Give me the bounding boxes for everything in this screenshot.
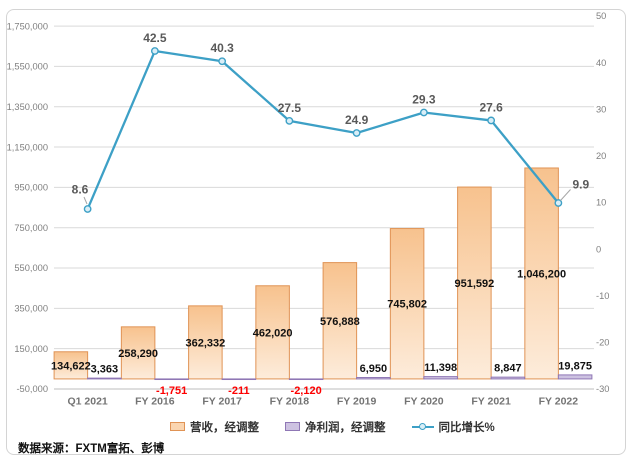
svg-text:134,622: 134,622 — [51, 360, 91, 372]
legend-item-yoy-growth: 同比增长% — [411, 419, 495, 435]
svg-text:FY 2016: FY 2016 — [135, 396, 175, 408]
svg-text:576,888: 576,888 — [320, 316, 360, 328]
svg-text:20: 20 — [596, 151, 606, 161]
svg-text:-211: -211 — [228, 385, 249, 397]
svg-text:-30: -30 — [596, 384, 609, 394]
svg-text:-20: -20 — [596, 338, 609, 348]
svg-text:-50,000: -50,000 — [16, 384, 48, 394]
svg-text:27.6: 27.6 — [479, 100, 503, 114]
svg-text:FY 2019: FY 2019 — [337, 396, 377, 408]
svg-text:10: 10 — [596, 198, 606, 208]
svg-text:150,000: 150,000 — [14, 344, 48, 354]
svg-text:750,000: 750,000 — [14, 223, 48, 233]
revenue-swatch-icon — [170, 422, 185, 431]
legend: 营收，经调整 净利润，经调整 同比增长% — [170, 418, 495, 435]
source-note: 数据来源：FXTM富拓、彭博 — [18, 443, 165, 455]
net-profit-swatch-icon — [285, 422, 300, 431]
svg-text:19,875: 19,875 — [558, 360, 592, 372]
svg-text:42.5: 42.5 — [143, 31, 167, 45]
svg-text:40: 40 — [596, 58, 606, 68]
svg-text:951,592: 951,592 — [454, 278, 494, 290]
svg-text:FY 2020: FY 2020 — [404, 396, 444, 408]
svg-text:29.3: 29.3 — [412, 93, 436, 107]
legend-label-revenue: 营收，经调整 — [190, 421, 259, 434]
legend-label-yoy-growth: 同比增长% — [438, 421, 495, 434]
svg-text:FY 2017: FY 2017 — [202, 396, 242, 408]
svg-text:-1,751: -1,751 — [156, 385, 187, 397]
svg-text:FY 2018: FY 2018 — [270, 396, 310, 408]
svg-text:1,350,000: 1,350,000 — [7, 102, 48, 112]
svg-text:0: 0 — [596, 244, 601, 254]
svg-text:27.5: 27.5 — [278, 101, 302, 115]
svg-text:-10: -10 — [596, 291, 609, 301]
svg-text:950,000: 950,000 — [14, 183, 48, 193]
growth-line-swatch-icon — [411, 422, 434, 431]
svg-text:3,363: 3,363 — [91, 364, 119, 376]
svg-text:11,398: 11,398 — [424, 362, 457, 374]
svg-text:1,750,000: 1,750,000 — [7, 21, 48, 31]
svg-text:6,950: 6,950 — [360, 363, 388, 375]
legend-item-net-profit: 净利润，经调整 — [285, 419, 386, 435]
svg-text:1,150,000: 1,150,000 — [7, 142, 48, 152]
svg-text:24.9: 24.9 — [345, 113, 369, 127]
svg-text:30: 30 — [596, 104, 606, 114]
svg-text:40.3: 40.3 — [210, 41, 234, 55]
chart-frame — [6, 9, 626, 455]
svg-text:8.6: 8.6 — [72, 183, 89, 197]
svg-text:FY 2021: FY 2021 — [471, 396, 511, 408]
svg-text:50: 50 — [596, 11, 606, 21]
svg-text:Q1 2021: Q1 2021 — [67, 396, 107, 408]
legend-label-net-profit: 净利润，经调整 — [305, 421, 386, 434]
svg-text:-2,120: -2,120 — [291, 385, 322, 397]
svg-text:FY 2022: FY 2022 — [539, 396, 579, 408]
svg-text:745,802: 745,802 — [387, 299, 427, 311]
legend-item-revenue: 营收，经调整 — [170, 419, 259, 435]
svg-text:1,046,200: 1,046,200 — [517, 268, 566, 280]
svg-text:8,847: 8,847 — [494, 363, 522, 375]
svg-text:1,550,000: 1,550,000 — [7, 62, 48, 72]
svg-text:258,290: 258,290 — [118, 348, 158, 360]
svg-text:9.9: 9.9 — [573, 178, 590, 192]
svg-text:462,020: 462,020 — [253, 327, 293, 339]
svg-text:550,000: 550,000 — [14, 263, 48, 273]
svg-text:362,332: 362,332 — [185, 337, 225, 349]
svg-text:350,000: 350,000 — [14, 304, 48, 314]
